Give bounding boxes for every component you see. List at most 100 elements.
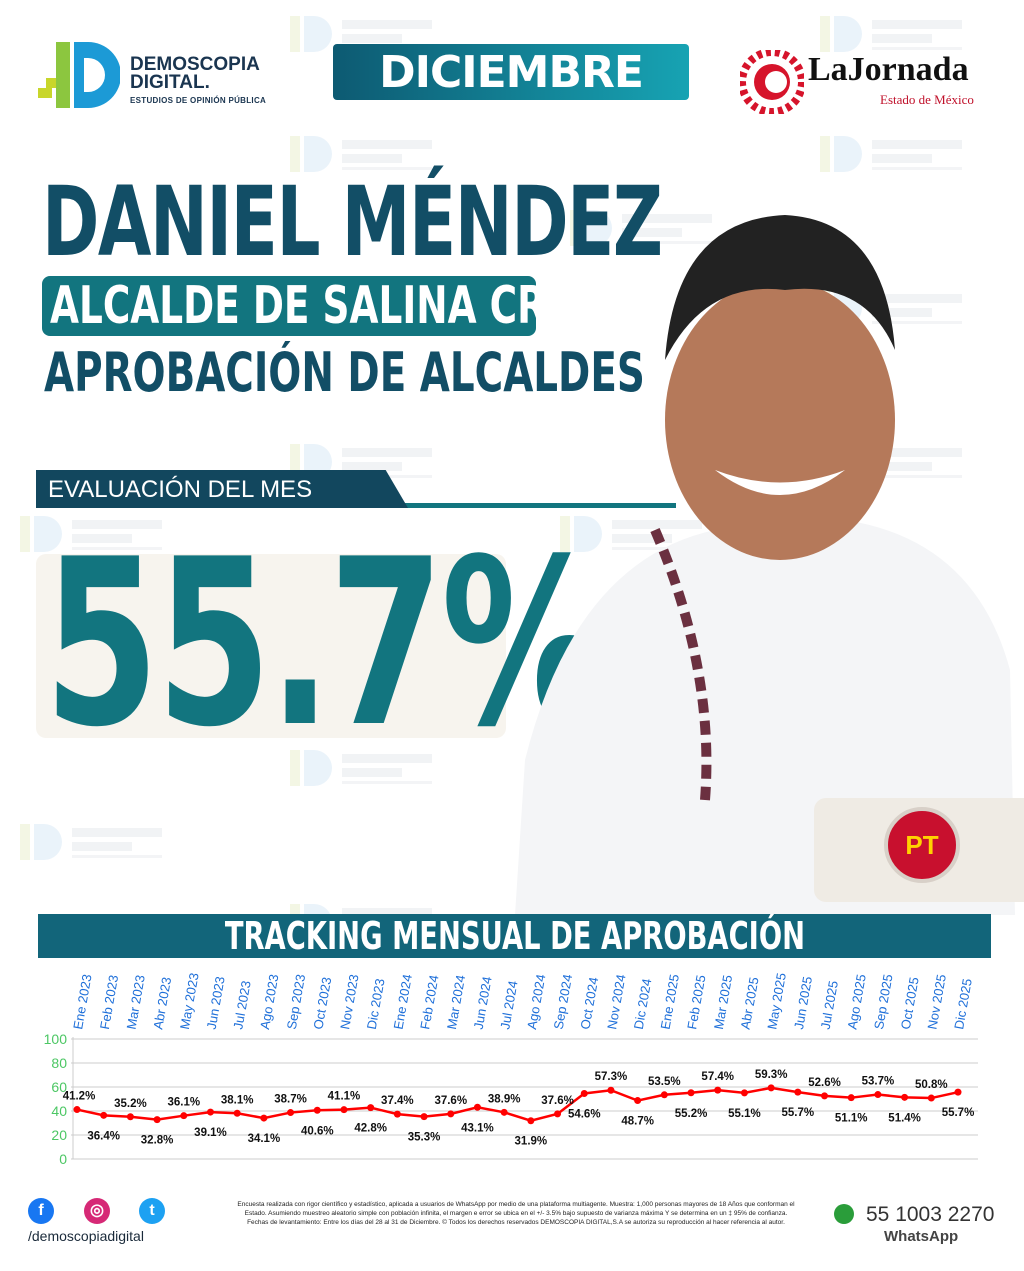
- x-tick-label: Sep 2023: [284, 973, 308, 1030]
- category-text: APROBACIÓN DE ALCALDES: [44, 341, 645, 404]
- data-point: [554, 1110, 562, 1118]
- data-point: [527, 1117, 535, 1125]
- data-point: [420, 1113, 428, 1121]
- data-point: [500, 1108, 508, 1116]
- twitter-icon[interactable]: t: [139, 1198, 165, 1224]
- data-label: 36.4%: [87, 1130, 120, 1142]
- x-tick-label: Oct 2024: [577, 976, 601, 1031]
- data-label: 52.6%: [808, 1077, 841, 1089]
- x-tick-label: Oct 2025: [898, 976, 922, 1031]
- x-tick-label: Dic 2025: [951, 977, 975, 1030]
- x-tick-label: Nov 2025: [924, 973, 948, 1030]
- x-tick-label: Jun 2024: [471, 975, 495, 1030]
- data-label: 55.2%: [675, 1108, 708, 1120]
- x-tick-label: Nov 2023: [337, 973, 361, 1030]
- data-label: 35.3%: [408, 1132, 441, 1144]
- data-label: 39.1%: [194, 1127, 227, 1139]
- x-tick-label: May 2025: [764, 972, 789, 1031]
- eval-label: EVALUACIÓN DEL MES: [36, 470, 408, 508]
- data-point: [393, 1110, 401, 1118]
- x-tick-label: Nov 2024: [604, 973, 628, 1030]
- data-point: [233, 1109, 241, 1117]
- y-tick-label: 80: [51, 1055, 67, 1071]
- x-tick-label: Abr 2023: [150, 976, 174, 1031]
- x-tick-label: Jul 2024: [497, 980, 520, 1031]
- demoscopia-logo-icon: [38, 42, 120, 108]
- data-label: 37.6%: [434, 1095, 467, 1107]
- watermark-logo-icon: [570, 210, 712, 246]
- data-point: [206, 1108, 214, 1116]
- x-tick-label: Oct 2023: [310, 976, 334, 1031]
- instagram-icon[interactable]: ◎: [84, 1198, 110, 1224]
- x-tick-label: Jun 2025: [791, 975, 815, 1030]
- data-point: [901, 1093, 909, 1101]
- x-tick-label: Mar 2024: [444, 974, 468, 1031]
- x-tick-label: Jul 2023: [230, 980, 253, 1031]
- candidate-name: DANIEL MÉNDEZ: [42, 166, 663, 278]
- phone-number: 55 1003 2270: [866, 1203, 995, 1226]
- category-title: APROBACIÓN DE ALCALDES: [44, 342, 879, 404]
- x-tick-label: Ene 2024: [391, 973, 415, 1030]
- data-point: [954, 1088, 962, 1096]
- x-tick-label: Feb 2023: [97, 974, 121, 1031]
- data-point: [367, 1104, 375, 1112]
- data-point: [153, 1116, 161, 1124]
- data-point: [287, 1109, 295, 1117]
- y-tick-label: 0: [59, 1151, 67, 1167]
- data-label: 55.7%: [942, 1107, 975, 1119]
- brand-line2: DIGITAL.: [130, 72, 210, 93]
- x-tick-label: Sep 2025: [871, 973, 895, 1030]
- data-label: 53.7%: [862, 1076, 895, 1088]
- x-tick-label: Dic 2024: [631, 977, 655, 1030]
- watermark-logo-icon: [290, 750, 432, 786]
- data-label: 51.1%: [835, 1113, 868, 1125]
- x-tick-label: Ago 2024: [524, 973, 548, 1030]
- data-point: [260, 1114, 268, 1122]
- value-box: [36, 554, 506, 738]
- watermark-logo-icon: [20, 824, 162, 860]
- y-tick-label: 20: [51, 1127, 67, 1143]
- data-point: [767, 1084, 775, 1092]
- x-tick-label: May 2023: [177, 972, 202, 1031]
- sun-logo-icon: [740, 50, 804, 114]
- watermark-logo-icon: [820, 136, 962, 172]
- y-tick-label: 40: [51, 1103, 67, 1119]
- data-label: 31.9%: [515, 1136, 548, 1148]
- data-label: 43.1%: [461, 1122, 494, 1134]
- partner-subtitle: Estado de México: [880, 92, 974, 107]
- data-label: 57.3%: [595, 1071, 628, 1083]
- x-tick-label: Feb 2025: [684, 974, 708, 1031]
- data-label: 34.1%: [248, 1133, 281, 1145]
- data-point: [874, 1091, 882, 1099]
- data-point: [821, 1092, 829, 1100]
- data-point: [126, 1113, 134, 1121]
- data-label: 37.4%: [381, 1095, 414, 1107]
- watermark-logo-icon: [290, 136, 432, 172]
- data-point: [607, 1086, 615, 1094]
- data-label: 41.1%: [328, 1091, 361, 1103]
- chart-title: TRACKING MENSUAL DE APROBACIÓN: [38, 914, 991, 958]
- data-label: 50.8%: [915, 1079, 948, 1091]
- data-point: [687, 1089, 695, 1097]
- data-label: 40.6%: [301, 1125, 334, 1137]
- data-label: 36.1%: [167, 1097, 200, 1109]
- facebook-icon[interactable]: f: [28, 1198, 54, 1224]
- x-tick-label: Ago 2023: [257, 973, 281, 1030]
- data-point: [100, 1111, 108, 1119]
- x-tick-label: Mar 2023: [124, 974, 148, 1031]
- data-label: 37.6%: [541, 1095, 574, 1107]
- x-tick-label: Sep 2024: [551, 973, 575, 1030]
- watermark-logo-icon: [820, 16, 962, 52]
- data-point: [340, 1106, 348, 1114]
- brand-line1: DEMOSCOPIA: [130, 54, 260, 75]
- data-label: 53.5%: [648, 1076, 681, 1088]
- pt-party-logo: PT: [884, 807, 960, 883]
- x-tick-label: Ago 2025: [844, 973, 868, 1030]
- whatsapp-icon: [834, 1204, 854, 1224]
- data-point: [740, 1089, 748, 1097]
- data-point: [447, 1110, 455, 1118]
- brand-sub: ESTUDIOS DE OPINIÓN PÚBLICA: [130, 96, 267, 105]
- y-tick-label: 100: [44, 1031, 68, 1047]
- data-point: [927, 1094, 935, 1102]
